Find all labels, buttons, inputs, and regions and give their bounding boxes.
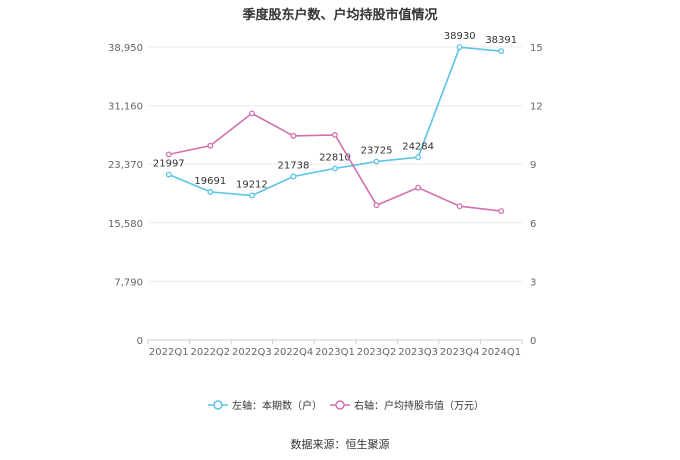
legend-label: 左轴：本期数（户） [232,399,322,412]
avg-holding-value-point [207,142,214,149]
holders-count-point [373,158,380,165]
x-axis-tick-label: 2022Q3 [232,347,272,358]
data-label: 38930 [444,31,476,42]
data-label: 19691 [194,176,226,187]
x-axis-tick-label: 2024Q1 [481,347,521,358]
left-axis-tick-label: 15,580 [108,219,143,230]
data-label: 23725 [361,146,393,157]
x-axis-tick-label: 2023Q1 [315,347,355,358]
right-axis-tick-label: 9 [530,160,536,171]
left-axis-tick-label: 0 [137,336,143,347]
left-axis-tick-label: 38,950 [108,43,143,54]
right-axis-tick-label: 12 [530,102,543,113]
right-axis-tick-label: 15 [530,43,543,54]
legend-item-holders-count[interactable]: 左轴：本期数（户） [208,399,322,412]
data-label: 21738 [278,160,310,171]
avg-holding-value-point [290,132,297,139]
left-axis-tick-label: 7,790 [114,277,143,288]
right-axis-tick-label: 3 [530,277,536,288]
left-axis-tick-label: 31,160 [108,102,143,113]
holders-count-point [498,48,505,55]
legend-marker-icon [213,400,223,410]
holders-count-point [248,192,255,199]
data-source-note: 数据来源：恒生聚源 [290,438,390,451]
legend-marker-icon [335,400,345,410]
holders-count-point [456,44,463,51]
holders-count-line [168,46,502,197]
x-axis-tick-label: 2023Q4 [440,347,480,358]
data-label: 24284 [402,141,434,152]
data-label: 19212 [236,179,268,190]
chart-title: 季度股东户数、户均持股市值情况 [242,8,438,23]
holders-count-point [415,154,422,161]
x-axis-tick-label: 2022Q1 [149,347,189,358]
data-label: 38391 [485,35,517,46]
right-axis-tick-label: 6 [530,219,536,230]
avg-holding-value-point [456,203,463,210]
right-axis-tick-label: 0 [530,336,536,347]
avg-holding-value-point [373,202,380,209]
holders-count-point [207,188,214,195]
holders-count-point [165,171,172,178]
avg-holding-value-point [415,184,422,191]
x-axis-tick-label: 2022Q2 [190,347,230,358]
avg-holding-value-point [498,208,505,215]
x-axis-tick-label: 2022Q4 [274,347,314,358]
avg-holding-value-point [165,151,172,158]
avg-holding-value-point [332,131,338,138]
data-label: 21997 [153,159,185,170]
holders-count-point [332,165,338,172]
holders-count-point [290,173,297,180]
left-axis-tick-label: 23,370 [108,160,143,171]
avg-holding-value-point [248,110,255,117]
x-axis-tick-label: 2023Q2 [357,347,397,358]
x-axis-tick-label: 2023Q3 [398,347,438,358]
data-label: 22810 [319,152,351,163]
legend-label: 右轴：户均持股市值（万元） [354,399,484,412]
legend-item-avg-holding-value[interactable]: 右轴：户均持股市值（万元） [330,399,484,412]
